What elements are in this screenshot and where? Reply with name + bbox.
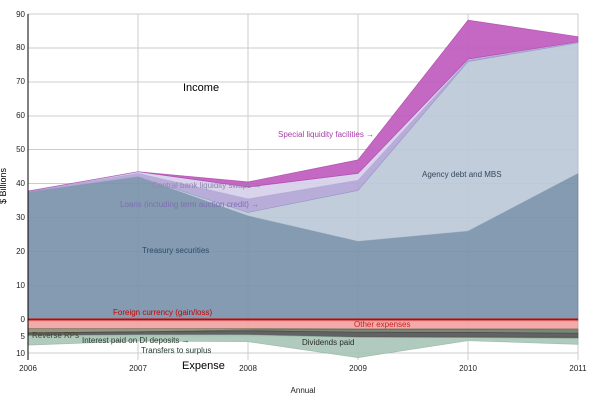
y-tick-label: 10 (16, 348, 25, 358)
y-tick-label: 90 (16, 9, 25, 19)
annotation-special-liquidity-facilities: Special liquidity facilities → (278, 130, 375, 139)
annotation-loans-including-term-auction-credit: Loans (including term auction credit) → (120, 200, 260, 209)
annotation-dividends-paid: Dividends paid (302, 338, 355, 347)
y-tick-label: 80 (16, 43, 25, 53)
y-tick-label: 30 (16, 213, 25, 223)
y-tick-label: 50 (16, 145, 25, 155)
annotation-treasury-securities: Treasury securities (142, 246, 210, 255)
x-axis-title: Annual (290, 386, 316, 395)
x-tick-label: 2009 (349, 364, 367, 373)
x-tick-label: 2007 (129, 364, 147, 373)
y-tick-label: 5 (20, 331, 25, 341)
annotation-income: Income (183, 82, 220, 94)
annotation-central-bank-liquidity-swaps: Central bank liquidity swaps → (152, 181, 262, 190)
annotation-interest-paid-on-di-deposits: Interest paid on DI deposits → (82, 336, 190, 345)
x-tick-label: 2006 (19, 364, 37, 373)
y-tick-label: 10 (16, 280, 25, 290)
x-tick-label: 2010 (459, 364, 477, 373)
area-transfers-to-surplus (27, 334, 579, 358)
annotation-reverse-rps: Reverse RPs (32, 331, 80, 340)
y-tick-label: 0 (20, 314, 25, 324)
annotation-expense: Expense (182, 360, 225, 372)
annotation-foreign-currency-gain-loss: Foreign currency (gain/loss) (113, 308, 213, 317)
annotation-other-expenses: Other expenses (354, 320, 411, 329)
y-tick-label: 20 (16, 246, 25, 256)
area-other-expenses (27, 320, 579, 330)
x-tick-label: 2008 (239, 364, 257, 373)
area-special-liquidity-facilities (27, 19, 579, 192)
annotation-agency-debt-and-mbs: Agency debt and MBS (422, 170, 502, 179)
y-tick-label: 40 (16, 179, 25, 189)
y-tick-label: 70 (16, 77, 25, 87)
x-tick-label: 2011 (569, 364, 587, 373)
annotation-transfers-to-surplus: Transfers to surplus (141, 346, 212, 355)
y-tick-label: 60 (16, 111, 25, 121)
